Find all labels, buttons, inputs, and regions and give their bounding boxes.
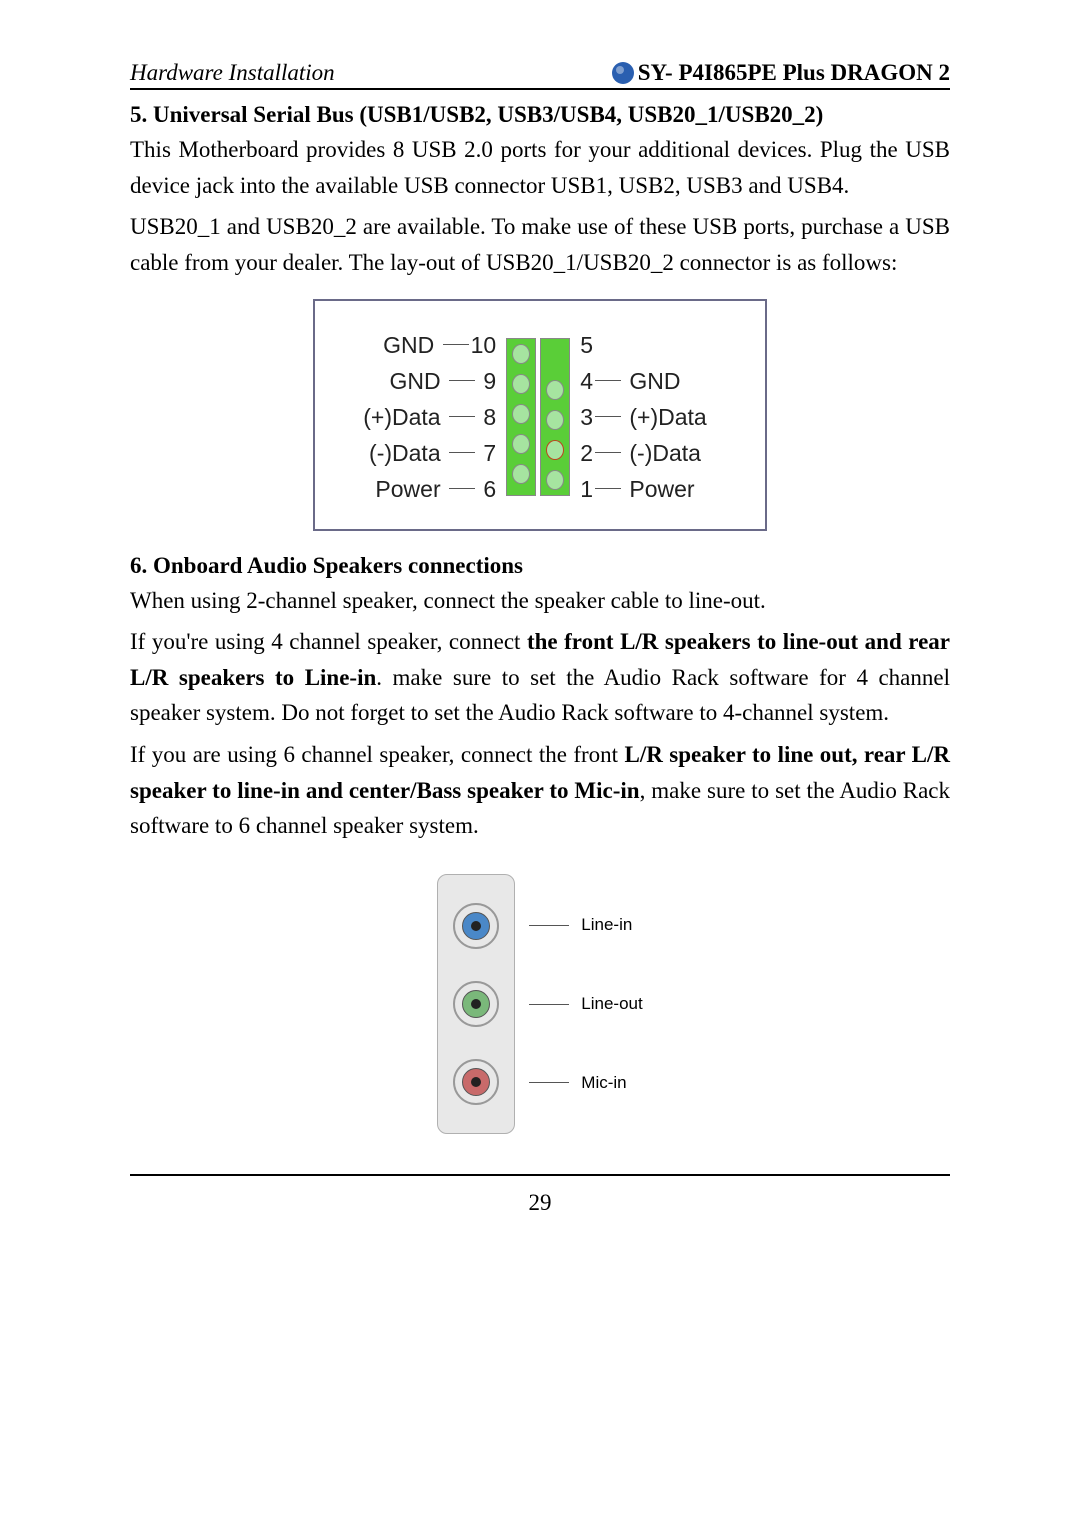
usb-pinout-diagram: GND 10 GND 9 (+)Data 8 (-)Data 7 Power xyxy=(313,299,767,531)
pin-icon xyxy=(546,380,564,400)
section6-text-3: If you are using 6 channel speaker, conn… xyxy=(130,737,950,844)
pin-icon xyxy=(512,404,530,424)
usb-right-row: 1 Power xyxy=(580,471,707,507)
page-header: Hardware Installation SY- P4I865PE Plus … xyxy=(130,60,950,90)
usb-right-label: (+)Data xyxy=(629,404,706,430)
pin-icon xyxy=(546,470,564,490)
page-footer: 29 xyxy=(130,1174,950,1216)
mic-in-jack-icon xyxy=(453,1059,499,1105)
line-icon xyxy=(595,488,621,489)
line-in-jack-icon xyxy=(453,903,499,949)
usb-left-pin: 8 xyxy=(483,404,496,430)
line-icon xyxy=(449,488,475,489)
line-icon xyxy=(595,380,621,381)
line-icon xyxy=(529,925,569,926)
usb-pin-col-left xyxy=(506,338,536,496)
audio-label-row: Line-in xyxy=(529,902,642,948)
usb-left-labels: GND 10 GND 9 (+)Data 8 (-)Data 7 Power xyxy=(363,327,496,507)
jack-core-icon xyxy=(471,921,481,931)
usb-right-label: GND xyxy=(629,368,680,394)
usb-left-label: (-)Data xyxy=(369,440,441,466)
usb-left-pin: 6 xyxy=(483,476,496,502)
pin-icon xyxy=(512,434,530,454)
usb-right-pin: 4 xyxy=(580,368,593,394)
audio-label: Line-in xyxy=(581,915,632,935)
line-icon xyxy=(595,452,621,453)
audio-label-row: Mic-in xyxy=(529,1060,642,1106)
soyo-logo-icon xyxy=(612,62,634,84)
audio-label: Line-out xyxy=(581,994,642,1014)
header-right: SY- P4I865PE Plus DRAGON 2 xyxy=(612,60,950,86)
usb-pin-columns xyxy=(506,338,570,496)
usb-right-label: (-)Data xyxy=(629,440,701,466)
usb-left-label: GND xyxy=(389,368,440,394)
line-icon xyxy=(595,416,621,417)
text-span: If you're using 4 channel speaker, conne… xyxy=(130,629,527,654)
header-left: Hardware Installation xyxy=(130,60,335,86)
line-icon xyxy=(529,1082,569,1083)
audio-jack-diagram: Line-in Line-out Mic-in xyxy=(130,874,950,1134)
pin-icon xyxy=(546,410,564,430)
usb-left-label: (+)Data xyxy=(363,404,440,430)
usb-left-label: Power xyxy=(375,476,440,502)
usb-right-row: 4 GND xyxy=(580,363,707,399)
section5-text-1: This Motherboard provides 8 USB 2.0 port… xyxy=(130,132,950,203)
jack-core-icon xyxy=(471,999,481,1009)
jack-inner-icon xyxy=(462,912,490,940)
line-icon xyxy=(529,1004,569,1005)
usb-right-pin: 5 xyxy=(580,332,593,358)
section5-title: 5. Universal Serial Bus (USB1/USB2, USB3… xyxy=(130,102,950,128)
pin-icon xyxy=(512,344,530,364)
line-out-jack-icon xyxy=(453,981,499,1027)
jack-inner-icon xyxy=(462,1068,490,1096)
section6-title: 6. Onboard Audio Speakers connections xyxy=(130,553,950,579)
audio-label-row: Line-out xyxy=(529,981,642,1027)
section6-text-2: If you're using 4 channel speaker, conne… xyxy=(130,624,950,731)
usb-left-row: (+)Data 8 xyxy=(363,399,496,435)
usb-pin-col-right xyxy=(540,338,570,496)
usb-left-row: GND 10 xyxy=(363,327,496,363)
usb-right-row: 2 (-)Data xyxy=(580,435,707,471)
usb-left-row: Power 6 xyxy=(363,471,496,507)
usb-right-labels: 5 4 GND 3 (+)Data 2 (-)Data 1 Power xyxy=(580,327,707,507)
section5-text-2: USB20_1 and USB20_2 are available. To ma… xyxy=(130,209,950,280)
pin-icon xyxy=(512,374,530,394)
usb-left-label: GND xyxy=(383,332,434,358)
usb-left-row: GND 9 xyxy=(363,363,496,399)
line-icon xyxy=(449,380,475,381)
section6-text-1: When using 2-channel speaker, connect th… xyxy=(130,583,950,619)
usb-right-pin: 3 xyxy=(580,404,593,430)
usb-right-label: Power xyxy=(629,476,694,502)
line-icon xyxy=(443,344,469,345)
audio-labels: Line-in Line-out Mic-in xyxy=(529,874,642,1134)
usb-left-pin: 7 xyxy=(483,440,496,466)
usb-right-row: 5 xyxy=(580,327,707,363)
header-title: SY- P4I865PE Plus DRAGON 2 xyxy=(638,60,950,86)
text-span: If you are using 6 channel speaker, conn… xyxy=(130,742,625,767)
usb-left-row: (-)Data 7 xyxy=(363,435,496,471)
page-number: 29 xyxy=(529,1190,552,1215)
pin-key-icon xyxy=(546,440,564,460)
usb-left-pin: 10 xyxy=(471,332,497,358)
audio-label: Mic-in xyxy=(581,1073,626,1093)
usb-right-pin: 1 xyxy=(580,476,593,502)
usb-right-row: 3 (+)Data xyxy=(580,399,707,435)
pin-icon xyxy=(512,464,530,484)
line-icon xyxy=(449,416,475,417)
jack-core-icon xyxy=(471,1077,481,1087)
usb-right-pin: 2 xyxy=(580,440,593,466)
usb-left-pin: 9 xyxy=(483,368,496,394)
audio-panel xyxy=(437,874,515,1134)
line-icon xyxy=(449,452,475,453)
jack-inner-icon xyxy=(462,990,490,1018)
